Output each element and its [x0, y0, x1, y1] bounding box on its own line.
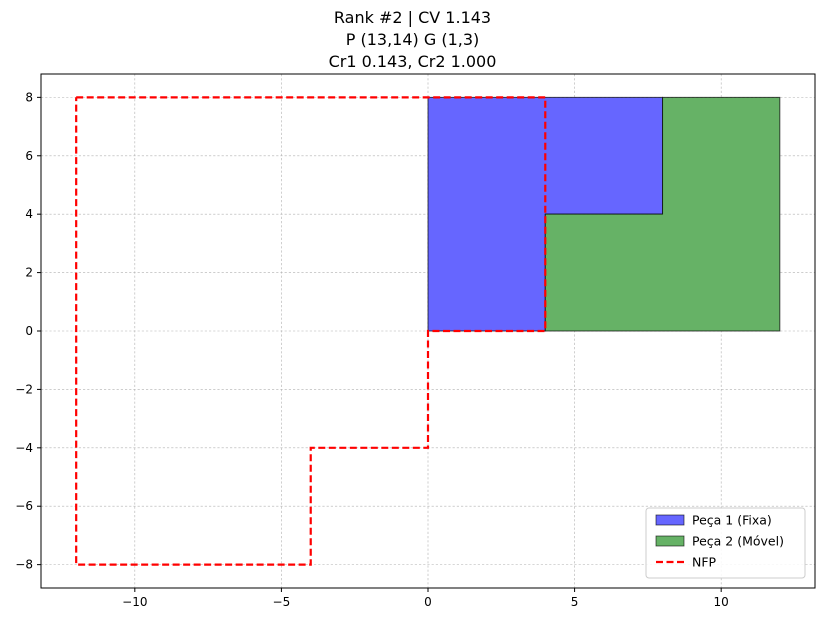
chart-title-line-2: P (13,14) G (1,3) [345, 30, 480, 49]
chart-title-line-1: Rank #2 | CV 1.143 [333, 8, 492, 27]
y-tick-label: −8 [15, 558, 33, 572]
y-tick-label: 6 [25, 149, 33, 163]
x-tick-label: −5 [273, 595, 291, 609]
legend-label: Peça 2 (Móvel) [692, 534, 784, 549]
y-tick-label: 0 [25, 324, 33, 338]
y-tick-label: −2 [15, 382, 33, 396]
legend-label: Peça 1 (Fixa) [692, 513, 772, 528]
y-tick-label: −6 [15, 499, 33, 513]
legend-swatch [655, 514, 685, 526]
legend-swatch [655, 535, 685, 547]
chart-title-line-3: Cr1 0.143, Cr2 1.000 [328, 52, 497, 71]
plot-area [75, 96, 781, 566]
legend-box [645, 507, 806, 579]
y-tick-label: 2 [25, 266, 33, 280]
y-tick-label: 4 [25, 207, 33, 221]
y-tick-label: −4 [15, 441, 33, 455]
series-line-nfp [75, 96, 547, 566]
legend-label: NFP [692, 555, 717, 570]
axis-ticks: −10 −5 0 5 10 −8 −6 −4 −2 0 2 4 6 8 [15, 90, 729, 609]
x-tick-label: 0 [424, 595, 432, 609]
x-tick-label: 5 [571, 595, 579, 609]
x-tick-label: −10 [122, 595, 147, 609]
legend: Peça 1 (Fixa) Peça 2 (Móvel) NFP [645, 507, 806, 579]
series-polygon-peça-2-(móvel) [544, 96, 781, 332]
x-tick-label: 10 [714, 595, 729, 609]
y-tick-label: 8 [25, 90, 33, 104]
